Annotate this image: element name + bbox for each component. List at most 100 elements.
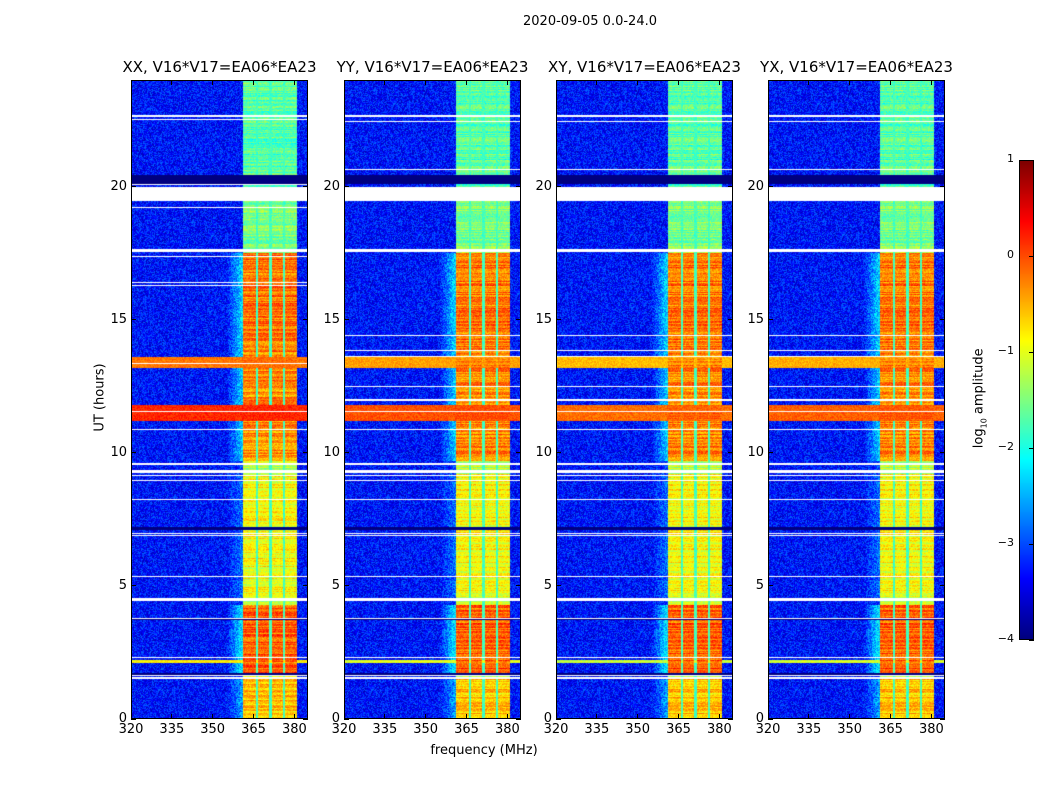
x-tick-label: 380 (494, 722, 520, 737)
y-tick-mark (768, 585, 773, 587)
y-tick-mark-right (303, 452, 308, 454)
x-tick-mark-top (767, 80, 769, 85)
x-tick-label: 380 (281, 722, 307, 737)
y-tick-mark-right (728, 452, 733, 454)
x-tick-mark-top (384, 80, 386, 85)
x-tick-label: 350 (200, 722, 226, 737)
colorbar-tick-label: 1 (1007, 152, 1014, 165)
x-tick-label: 335 (796, 722, 822, 737)
y-tick-mark (556, 452, 561, 454)
y-tick-mark-right (728, 319, 733, 321)
x-tick-mark (343, 714, 345, 719)
x-tick-label: 350 (625, 722, 651, 737)
y-tick-label: 15 (323, 311, 340, 327)
x-tick-label: 380 (706, 722, 732, 737)
y-tick-label: 15 (110, 311, 127, 327)
y-tick-label: 5 (331, 577, 340, 593)
y-tick-label: 20 (110, 178, 127, 194)
y-tick-mark (768, 452, 773, 454)
y-tick-mark-right (303, 319, 308, 321)
colorbar-tick-label: −4 (997, 632, 1014, 645)
spectrogram-panel: YY, V16*V17=EA06*EA23 320 335 350 365 380 0 5 10… (323, 58, 528, 737)
y-tick-mark-right (940, 718, 945, 720)
x-tick-mark (425, 714, 427, 719)
y-tick-mark (768, 186, 773, 187)
colorbar-tick-mark (1029, 255, 1034, 257)
x-tick-label: 335 (584, 722, 610, 737)
x-tick-mark-top (678, 80, 680, 85)
y-tick-mark (131, 186, 136, 187)
y-tick-mark (556, 585, 561, 587)
colorbar-tick-label: −1 (997, 344, 1014, 357)
spectrogram-image (344, 80, 521, 719)
x-tick-mark-top (849, 80, 851, 85)
x-tick-label: 365 (454, 722, 479, 737)
y-tick-mark-right (303, 585, 308, 587)
x-tick-mark (253, 714, 255, 719)
colorbar-tick-mark (1029, 543, 1034, 545)
y-tick-mark (556, 319, 561, 321)
colorbar-tick-label: −3 (997, 536, 1014, 549)
colorbar-tick-label: −2 (997, 440, 1014, 453)
x-tick-mark-top (343, 80, 345, 85)
x-tick-mark-top (808, 80, 810, 85)
y-tick-mark-right (303, 186, 308, 187)
panel-title: XX, V16*V17=EA06*EA23 (122, 58, 317, 76)
y-tick-label: 20 (747, 178, 764, 194)
x-tick-mark (678, 714, 680, 719)
x-tick-mark-top (212, 80, 214, 85)
x-tick-mark (171, 714, 173, 719)
y-tick-mark-right (940, 585, 945, 587)
y-tick-label: 0 (118, 711, 127, 726)
y-tick-mark (344, 319, 349, 321)
colorbar-tick-mark (1029, 159, 1034, 161)
x-tick-label: 350 (413, 722, 439, 737)
y-tick-mark-right (516, 585, 521, 587)
x-tick-mark (555, 714, 557, 719)
x-tick-mark (384, 714, 386, 719)
colorbar-label: log10 amplitude (972, 338, 989, 458)
y-tick-mark (344, 718, 349, 720)
y-axis-label: UT (hours) (92, 363, 108, 432)
colorbar-tick-label: 0 (1007, 248, 1014, 261)
y-tick-label: 10 (323, 444, 340, 460)
x-tick-label: 320 (331, 722, 357, 737)
x-tick-mark-top (930, 80, 932, 85)
x-tick-mark (808, 714, 810, 719)
x-tick-mark (890, 714, 892, 719)
x-tick-label: 365 (241, 722, 266, 737)
x-tick-label: 335 (159, 722, 185, 737)
x-tick-mark (637, 714, 639, 719)
colorbar-label-log: log (971, 428, 987, 449)
y-tick-label: 10 (747, 444, 764, 460)
y-tick-mark-right (728, 718, 733, 720)
x-tick-mark-top (171, 80, 173, 85)
x-tick-label: 320 (543, 722, 569, 737)
x-tick-label: 365 (666, 722, 691, 737)
spectrogram-image (131, 80, 308, 719)
y-tick-mark-right (728, 186, 733, 187)
colorbar-gradient (1020, 161, 1033, 639)
colorbar (1019, 160, 1034, 640)
x-tick-mark (212, 714, 214, 719)
x-tick-mark-top (718, 80, 720, 85)
y-tick-mark (344, 585, 349, 587)
y-tick-label: 20 (535, 178, 552, 194)
x-tick-mark-top (555, 80, 557, 85)
panel-title: YY, V16*V17=EA06*EA23 (336, 58, 529, 76)
x-tick-mark (849, 714, 851, 719)
y-tick-mark (131, 319, 136, 321)
x-tick-mark-top (130, 80, 132, 85)
y-tick-mark (131, 452, 136, 454)
y-tick-mark (131, 585, 136, 587)
y-tick-label: 0 (755, 711, 764, 726)
x-axis-label: frequency (MHz) (430, 743, 538, 758)
spectrogram-image (768, 80, 945, 719)
x-tick-mark-top (637, 80, 639, 85)
spectrogram-panel: XX, V16*V17=EA06*EA23 320 335 350 365 380 0 5 10… (110, 58, 316, 737)
x-tick-mark-top (596, 80, 598, 85)
x-tick-label: 335 (372, 722, 398, 737)
y-tick-mark (131, 718, 136, 720)
x-tick-mark-top (293, 80, 295, 85)
y-tick-label: 0 (331, 711, 340, 726)
